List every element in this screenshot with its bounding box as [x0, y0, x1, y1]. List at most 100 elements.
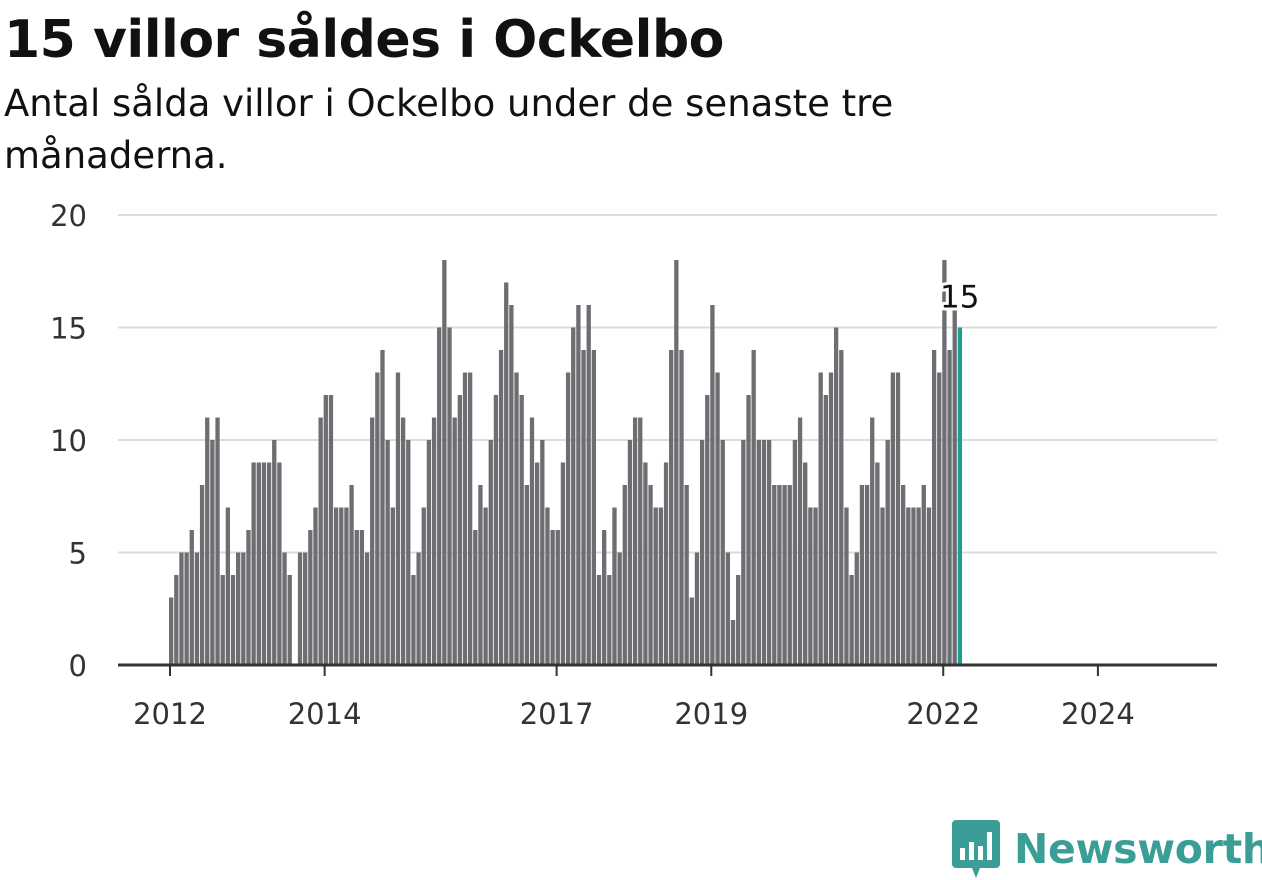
bar: [890, 372, 895, 665]
bar: [911, 507, 916, 665]
bar: [833, 327, 839, 665]
bar: [220, 575, 225, 665]
bar: [576, 305, 581, 665]
bar: [359, 530, 365, 665]
newsworthy-chart-bubble-icon: [952, 820, 1000, 878]
bar: [318, 417, 323, 665]
bar: [555, 530, 560, 665]
bar: [591, 350, 597, 665]
bar: [638, 417, 643, 665]
bar: [730, 620, 736, 665]
bar: [761, 440, 767, 665]
bar: [287, 575, 292, 665]
chart-title: 15 villor såldes i Ockelbo: [4, 10, 724, 70]
bar: [937, 372, 942, 665]
bar: [514, 372, 519, 665]
bar: [282, 552, 287, 665]
bar: [467, 372, 473, 665]
brand-name: Newsworthy: [1014, 825, 1262, 873]
bar: [210, 440, 215, 665]
bar: [236, 552, 241, 665]
bar: [875, 462, 880, 665]
bar: [885, 440, 890, 665]
bar: [663, 462, 669, 665]
x-tick-label: 2014: [288, 697, 362, 731]
bar: [906, 507, 911, 665]
chart-subtitle: Antal sålda villor i Ockelbo under de se…: [4, 82, 894, 177]
bar: [854, 552, 859, 665]
bar: [864, 485, 870, 665]
bar: [354, 530, 359, 665]
bar: [400, 417, 406, 665]
y-tick-label: 0: [69, 649, 87, 683]
bar: [313, 507, 318, 665]
bar: [375, 372, 380, 665]
labels: 0 5 10 15 20 2012 2014 2017 2019 2022 2024 15: [50, 199, 1135, 731]
bar: [426, 440, 432, 665]
y-tick-label: 20: [50, 199, 87, 233]
bar: [808, 507, 813, 665]
bar: [942, 260, 947, 665]
bar: [457, 395, 462, 665]
bar: [622, 485, 627, 665]
bar: [333, 507, 339, 665]
bar: [303, 552, 308, 665]
bar: [437, 327, 442, 665]
bar: [756, 440, 761, 665]
bar: [612, 507, 617, 665]
bar: [643, 462, 648, 665]
bar: [504, 282, 509, 665]
x-tick-label: 2022: [906, 697, 980, 731]
bar: [901, 485, 906, 665]
bar: [199, 485, 205, 665]
bar: [648, 485, 653, 665]
x-tick-label: 2017: [520, 697, 594, 731]
bar: [509, 305, 514, 665]
bar: [870, 417, 875, 665]
bar: [179, 552, 184, 665]
bar: [205, 417, 210, 665]
bar: [736, 575, 741, 665]
bar: [241, 552, 246, 665]
bar: [431, 417, 437, 665]
bar: [766, 440, 772, 665]
bar: [535, 462, 540, 665]
bar: [803, 462, 808, 665]
bar: [952, 305, 957, 665]
bar: [844, 507, 849, 665]
bar: [653, 507, 658, 665]
bar: [385, 440, 390, 665]
bar: [895, 372, 901, 665]
bar: [705, 395, 710, 665]
bar: [658, 507, 664, 665]
bar: [586, 305, 591, 665]
bar: [277, 462, 282, 665]
bar: [849, 575, 854, 665]
last-value-label: 15: [940, 280, 979, 316]
bar: [524, 485, 529, 665]
bar: [215, 417, 220, 665]
bar: [565, 372, 571, 665]
x-axis: [118, 663, 1217, 676]
bar: [880, 507, 885, 665]
bar: [297, 552, 303, 665]
bar: [251, 462, 256, 665]
bar: [725, 552, 731, 665]
bar: [797, 417, 803, 665]
bar: [694, 552, 700, 665]
bar: [390, 507, 395, 665]
bar: [792, 440, 798, 665]
bar: [529, 417, 535, 665]
bar: [364, 552, 370, 665]
bar: [349, 485, 354, 665]
bar: [947, 350, 952, 665]
x-tick-label: 2024: [1061, 697, 1135, 731]
bar: [859, 485, 865, 665]
bar: [406, 440, 411, 665]
bar: [225, 507, 231, 665]
newsworthy-logo: Newsworthy: [950, 818, 1262, 880]
bar: [540, 440, 545, 665]
bar: [684, 485, 689, 665]
bar: [174, 575, 179, 665]
bar: [772, 485, 777, 665]
